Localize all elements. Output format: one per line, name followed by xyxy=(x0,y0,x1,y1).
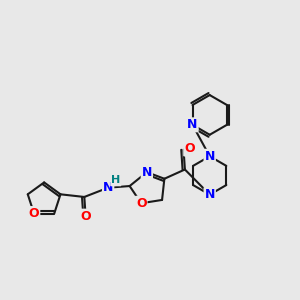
Text: H: H xyxy=(111,176,120,185)
Text: N: N xyxy=(187,118,198,131)
Text: O: O xyxy=(136,197,146,210)
Text: N: N xyxy=(205,150,215,163)
Text: O: O xyxy=(184,142,195,155)
Text: N: N xyxy=(205,188,215,201)
Text: N: N xyxy=(103,181,113,194)
Text: O: O xyxy=(80,210,91,223)
Text: O: O xyxy=(29,207,39,220)
Text: N: N xyxy=(142,166,152,178)
